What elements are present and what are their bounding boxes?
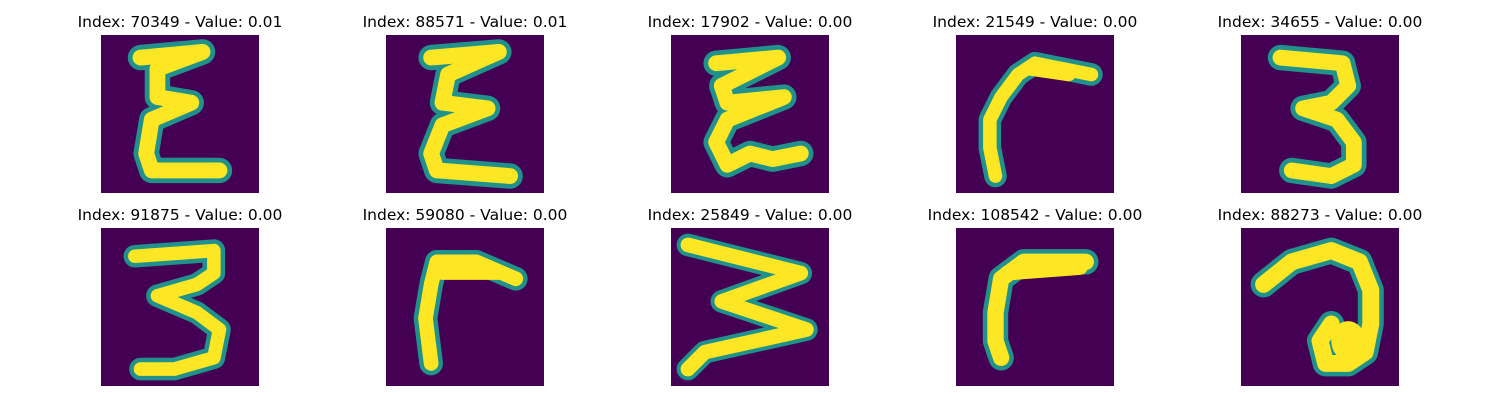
panel-title: Index: 25849 - Value: 0.00 xyxy=(647,206,853,224)
digit-image xyxy=(956,35,1114,193)
panel-title: Index: 70349 - Value: 0.01 xyxy=(77,13,283,31)
panel-title: Index: 91875 - Value: 0.00 xyxy=(77,206,283,224)
panel-5: Index: 34655 - Value: 0.00 xyxy=(1190,12,1450,193)
panel-title: Index: 88571 - Value: 0.01 xyxy=(362,13,568,31)
panel-2: Index: 88571 - Value: 0.01 xyxy=(335,12,595,193)
digit-image xyxy=(386,35,544,193)
digit-image xyxy=(1241,35,1399,193)
panel-4: Index: 21549 - Value: 0.00 xyxy=(905,12,1165,193)
panel-1: Index: 70349 - Value: 0.01 xyxy=(50,12,310,193)
digit-image xyxy=(101,228,259,386)
panel-title: Index: 21549 - Value: 0.00 xyxy=(932,13,1138,31)
panel-8: Index: 25849 - Value: 0.00 xyxy=(620,205,880,386)
digit-image xyxy=(1241,228,1399,386)
panel-3: Index: 17902 - Value: 0.00 xyxy=(620,12,880,193)
panel-title: Index: 17902 - Value: 0.00 xyxy=(647,13,853,31)
digit-image xyxy=(671,228,829,386)
panel-title: Index: 59080 - Value: 0.00 xyxy=(362,206,568,224)
panel-title: Index: 34655 - Value: 0.00 xyxy=(1217,13,1423,31)
panel-title: Index: 108542 - Value: 0.00 xyxy=(927,206,1143,224)
panel-10: Index: 88273 - Value: 0.00 xyxy=(1190,205,1450,386)
panel-9: Index: 108542 - Value: 0.00 xyxy=(905,205,1165,386)
digit-image xyxy=(956,228,1114,386)
panel-title: Index: 88273 - Value: 0.00 xyxy=(1217,206,1423,224)
panel-6: Index: 91875 - Value: 0.00 xyxy=(50,205,310,386)
panel-7: Index: 59080 - Value: 0.00 xyxy=(335,205,595,386)
digit-image xyxy=(386,228,544,386)
digit-image xyxy=(101,35,259,193)
digit-image xyxy=(671,35,829,193)
